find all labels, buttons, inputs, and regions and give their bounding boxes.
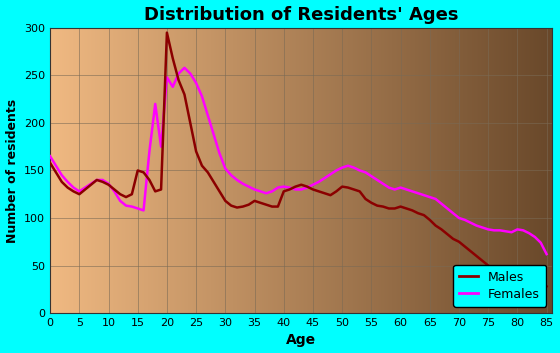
Legend: Males, Females: Males, Females [453, 264, 546, 307]
X-axis label: Age: Age [286, 334, 316, 347]
Title: Distribution of Residents' Ages: Distribution of Residents' Ages [144, 6, 459, 24]
Y-axis label: Number of residents: Number of residents [6, 98, 18, 243]
